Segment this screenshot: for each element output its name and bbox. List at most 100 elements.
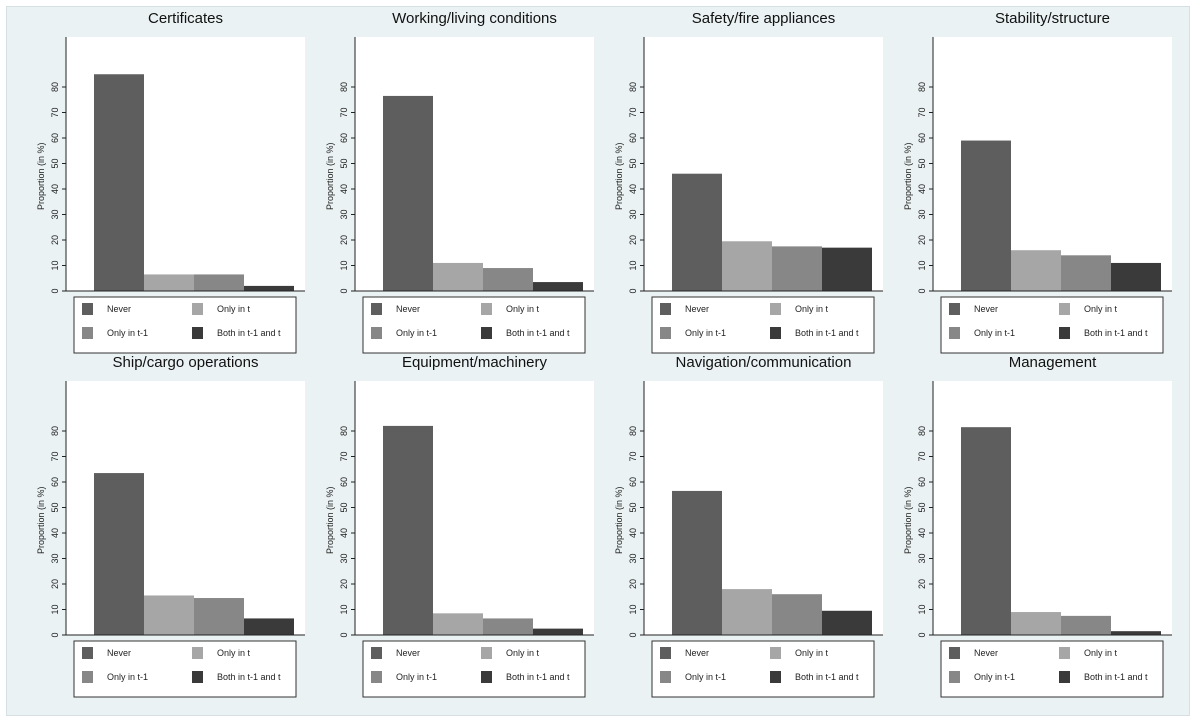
legend-label: Only in t-1 [974,328,1015,338]
chart-panel: Working/living conditions 0 10 20 30 40 50 60 70… [325,10,594,354]
y-tick-label: 0 [339,288,349,293]
legend-swatch [1059,647,1070,659]
y-tick-label: 70 [917,451,927,461]
legend-swatch [192,327,203,339]
bar [722,589,772,635]
y-tick-label: 30 [50,209,60,219]
legend-swatch [371,671,382,683]
y-tick-label: 50 [628,502,638,512]
y-tick-label: 70 [339,451,349,461]
y-axis-label: Proportion (in %) [614,486,624,554]
y-tick-label: 60 [917,133,927,143]
bar [194,274,244,291]
legend-swatch [660,671,671,683]
y-tick-label: 10 [50,260,60,270]
bar [144,595,194,635]
y-tick-label: 10 [50,604,60,614]
bar [144,274,194,291]
y-axis-label: Proportion (in %) [903,142,913,210]
bar [1061,615,1111,635]
bar [772,246,822,291]
legend-swatch [82,671,93,683]
legend-box [940,296,1164,354]
bar [822,247,872,291]
legend-swatch [82,327,93,339]
legend-swatch [949,647,960,659]
legend-swatch [481,303,492,315]
y-tick-label: 70 [50,107,60,117]
legend-swatch [949,671,960,683]
y-tick-label: 60 [50,477,60,487]
legend-box [362,296,586,354]
chart-panel: Ship/cargo operations 0 10 20 30 40 50 60 70 80 Pr… [36,354,305,698]
bar [433,262,483,291]
y-tick-label: 30 [339,553,349,563]
legend-label: Only in t-1 [107,672,148,682]
legend-swatch [192,303,203,315]
y-tick-label: 40 [628,184,638,194]
legend-label: Only in t [506,648,540,658]
y-tick-label: 70 [50,451,60,461]
chart-title: Safety/fire appliances [692,10,835,27]
y-tick-label: 0 [628,632,638,637]
legend-box [940,640,1164,698]
legend-swatch [770,303,781,315]
legend-label: Both in t-1 and t [217,328,281,338]
chart-title: Ship/cargo operations [113,354,259,371]
legend-label: Only in t-1 [396,328,437,338]
legend-label: Only in t [795,304,829,314]
chart-panel: Equipment/machinery 0 10 20 30 40 50 60 70 80 Prop… [325,354,594,698]
y-tick-label: 20 [50,235,60,245]
legend-label: Both in t-1 and t [795,672,859,682]
chart-title: Management [1009,354,1097,371]
y-tick-label: 40 [628,528,638,538]
y-tick-label: 60 [628,477,638,487]
y-tick-label: 80 [917,426,927,436]
legend-swatch [770,671,781,683]
y-tick-label: 10 [628,260,638,270]
y-tick-label: 0 [50,288,60,293]
y-axis-label: Proportion (in %) [614,142,624,210]
y-tick-label: 60 [339,133,349,143]
legend-label: Only in t [1084,648,1118,658]
bar [433,613,483,635]
y-tick-label: 70 [917,107,927,117]
y-axis-label: Proportion (in %) [36,142,46,210]
legend-box [73,640,297,698]
y-tick-label: 10 [339,604,349,614]
chart-title: Certificates [148,10,223,27]
bar [244,285,294,291]
y-tick-label: 10 [917,260,927,270]
y-axis-label: Proportion (in %) [325,486,335,554]
bar [672,490,722,635]
y-tick-label: 80 [50,426,60,436]
y-tick-label: 80 [50,82,60,92]
y-tick-label: 40 [50,184,60,194]
y-tick-label: 80 [628,426,638,436]
legend-label: Never [107,304,131,314]
legend-label: Never [974,304,998,314]
legend-label: Never [396,304,420,314]
legend-label: Only in t-1 [396,672,437,682]
legend-label: Only in t [795,648,829,658]
legend-label: Both in t-1 and t [1084,672,1148,682]
y-axis-label: Proportion (in %) [36,486,46,554]
legend-swatch [481,327,492,339]
bar [961,427,1011,635]
bar [94,473,144,635]
y-tick-label: 70 [628,107,638,117]
legend-swatch [192,671,203,683]
legend-swatch [371,327,382,339]
legend-label: Never [396,648,420,658]
bar [194,598,244,635]
bar [533,628,583,635]
y-tick-label: 50 [50,158,60,168]
legend-label: Only in t [217,648,251,658]
y-tick-label: 60 [339,477,349,487]
legend-swatch [660,327,671,339]
legend-label: Never [107,648,131,658]
bar [672,173,722,291]
legend-swatch [192,647,203,659]
y-tick-label: 40 [917,528,927,538]
bar [383,95,433,291]
